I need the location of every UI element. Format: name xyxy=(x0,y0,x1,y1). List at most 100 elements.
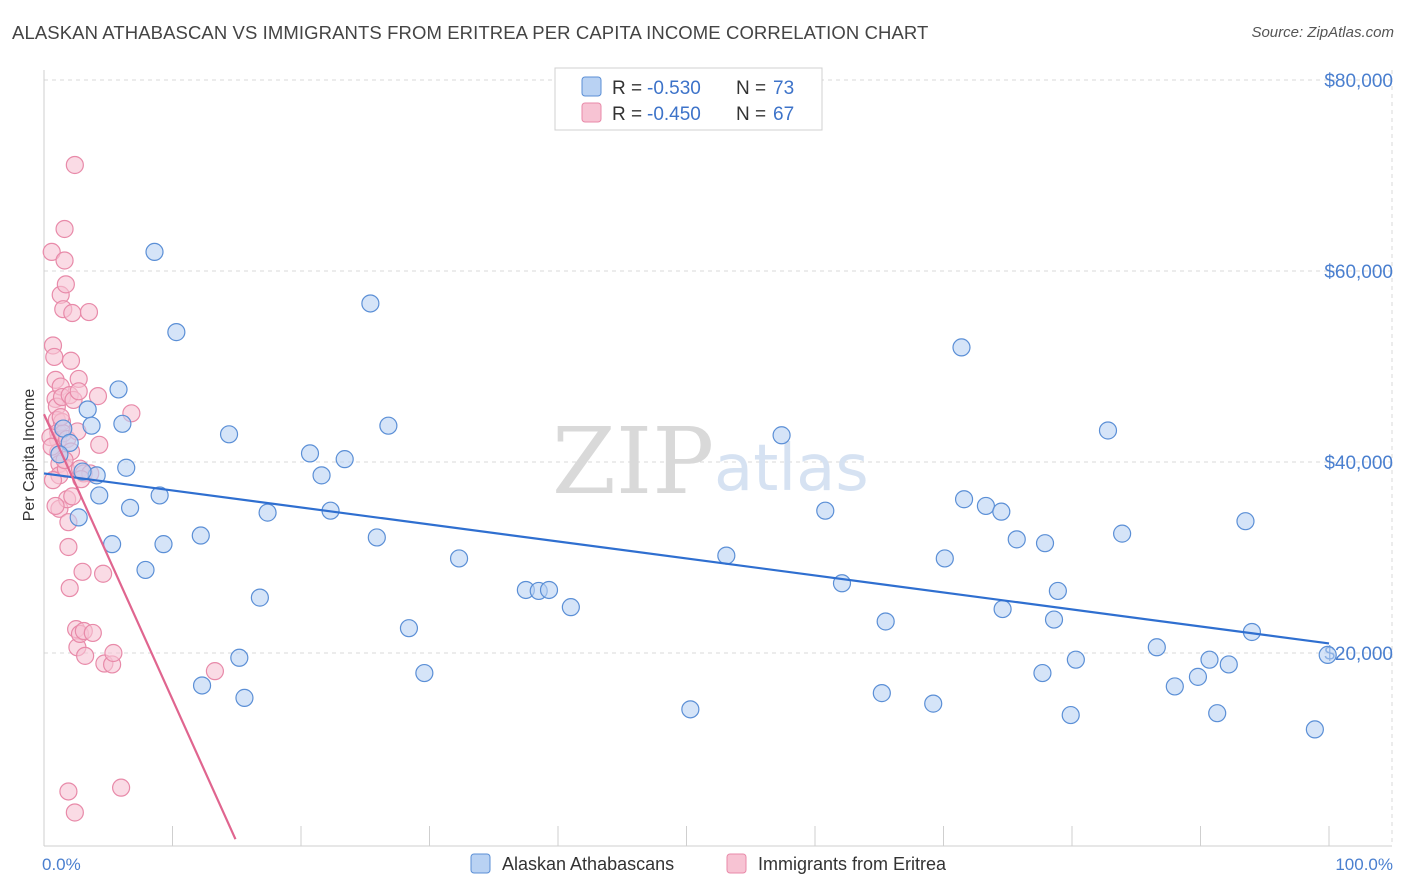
data-point-athabascan xyxy=(136,560,155,580)
data-point-athabascan xyxy=(1098,421,1118,440)
data-point-athabascan xyxy=(1044,610,1064,629)
data-point-athabascan xyxy=(1236,512,1255,531)
series-eritrea-points xyxy=(41,155,225,822)
series-legend: Alaskan Athabascans Immigrants from Erit… xyxy=(470,853,947,874)
data-point-eritrea xyxy=(76,646,95,665)
data-point-eritrea xyxy=(104,643,123,663)
tick-labels: $20,000 $40,000 $60,000 $80,000 0.0% 100.0% xyxy=(42,71,1393,874)
data-point-athabascan xyxy=(1007,530,1026,549)
data-point-athabascan xyxy=(1147,638,1166,657)
data-point-athabascan xyxy=(952,338,971,357)
data-point-athabascan xyxy=(335,450,354,469)
data-point-athabascan xyxy=(312,466,331,485)
data-point-eritrea xyxy=(111,778,131,797)
y-tick-label: $20,000 xyxy=(1324,644,1393,665)
bottom-legend-swatch-pink xyxy=(726,853,747,874)
data-point-athabascan xyxy=(167,323,186,342)
data-point-athabascan xyxy=(1318,645,1337,665)
legend-swatch-blue xyxy=(581,76,602,97)
bottom-legend-label-blue: Alaskan Athabascans xyxy=(502,854,674,874)
data-point-athabascan xyxy=(924,694,943,713)
data-point-athabascan xyxy=(150,486,169,505)
data-point-athabascan xyxy=(154,535,173,554)
data-point-athabascan xyxy=(361,294,380,313)
data-point-athabascan xyxy=(78,400,97,419)
data-point-athabascan xyxy=(1113,524,1132,543)
trend-line-athabascan xyxy=(43,472,1330,645)
data-point-athabascan xyxy=(399,619,419,638)
data-point-athabascan xyxy=(250,588,269,607)
data-point-athabascan xyxy=(82,416,101,435)
zipatlas-watermark: ZIP atlas xyxy=(552,408,869,515)
data-point-eritrea xyxy=(65,155,84,175)
watermark-atlas: atlas xyxy=(714,432,869,506)
data-point-athabascan xyxy=(300,444,320,463)
legend-swatch-pink xyxy=(581,102,602,123)
data-point-eritrea xyxy=(65,803,84,822)
data-point-athabascan xyxy=(69,508,88,527)
data-point-eritrea xyxy=(60,578,79,598)
series-athabascan-points xyxy=(50,242,1337,739)
legend-n-value-2: 67 xyxy=(773,104,794,125)
x-tick-label: 0.0% xyxy=(42,855,81,874)
data-point-athabascan xyxy=(1165,677,1184,696)
data-point-athabascan xyxy=(191,526,210,545)
data-point-athabascan xyxy=(1066,650,1085,669)
data-point-athabascan xyxy=(954,490,974,509)
data-point-eritrea xyxy=(73,562,92,581)
data-point-athabascan xyxy=(367,528,386,547)
data-point-athabascan xyxy=(230,648,249,667)
data-point-athabascan xyxy=(90,486,109,505)
data-point-athabascan xyxy=(681,700,700,719)
legend-r-label-2: R = xyxy=(612,104,642,125)
data-point-eritrea xyxy=(79,302,99,322)
legend-r-label-1: R = xyxy=(612,78,642,99)
data-point-athabascan xyxy=(1061,705,1080,725)
data-point-athabascan xyxy=(717,546,736,565)
data-point-eritrea xyxy=(55,219,74,239)
data-point-athabascan xyxy=(113,414,132,433)
data-point-athabascan xyxy=(192,676,212,695)
data-point-athabascan xyxy=(1188,667,1208,686)
chart-source: Source: ZipAtlas.com xyxy=(1251,24,1394,41)
data-point-athabascan xyxy=(1200,650,1219,669)
data-point-athabascan xyxy=(772,426,791,445)
data-point-eritrea xyxy=(56,275,75,294)
data-point-eritrea xyxy=(94,564,113,583)
trend-lines xyxy=(42,413,1330,840)
data-point-athabascan xyxy=(109,380,128,399)
data-point-eritrea xyxy=(205,662,225,681)
data-point-athabascan xyxy=(992,502,1011,521)
legend-n-value-1: 73 xyxy=(773,78,794,99)
x-tick-label: 100.0% xyxy=(1335,855,1393,874)
data-point-athabascan xyxy=(1048,581,1067,601)
data-point-athabascan xyxy=(1035,534,1055,553)
data-point-athabascan xyxy=(935,549,954,568)
data-point-athabascan xyxy=(415,663,434,683)
legend-n-label-1: N = xyxy=(736,78,766,99)
gridlines xyxy=(44,70,1393,846)
data-point-athabascan xyxy=(993,599,1012,619)
data-point-athabascan xyxy=(258,503,277,522)
data-point-athabascan xyxy=(60,433,79,452)
correlation-legend: R = -0.530 N = 73 R = -0.450 N = 67 xyxy=(554,67,823,131)
legend-r-value-2: -0.450 xyxy=(647,104,701,125)
y-tick-label: $80,000 xyxy=(1324,71,1393,92)
data-point-athabascan xyxy=(561,598,580,617)
data-point-athabascan xyxy=(73,462,92,481)
data-point-athabascan xyxy=(145,242,164,261)
data-point-eritrea xyxy=(59,537,78,557)
data-point-athabascan xyxy=(1033,663,1052,683)
data-point-athabascan xyxy=(379,416,398,435)
data-point-athabascan xyxy=(1219,655,1238,674)
y-tick-label: $60,000 xyxy=(1324,262,1393,283)
data-point-eritrea xyxy=(55,251,74,270)
data-point-athabascan xyxy=(235,688,254,707)
axes xyxy=(43,70,1392,847)
data-point-athabascan xyxy=(117,458,136,477)
bottom-legend-swatch-blue xyxy=(470,853,491,874)
chart-title: ALASKAN ATHABASCAN VS IMMIGRANTS FROM ER… xyxy=(12,22,929,43)
data-point-eritrea xyxy=(88,387,108,406)
data-point-athabascan xyxy=(876,612,895,631)
